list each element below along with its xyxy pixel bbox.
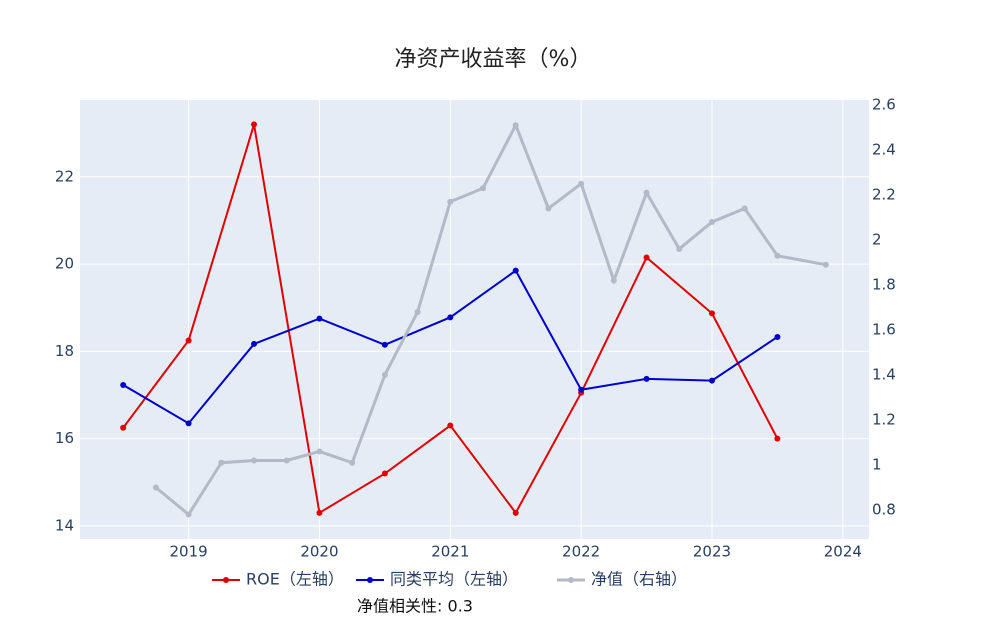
- point: [480, 185, 487, 192]
- point: [120, 424, 127, 431]
- point: [447, 314, 454, 321]
- point: [185, 337, 192, 344]
- legend-label: 净值（右轴）: [591, 570, 687, 589]
- point: [152, 484, 159, 491]
- point: [578, 180, 585, 187]
- point: [676, 245, 683, 252]
- legend-marker: [223, 577, 229, 583]
- point: [316, 315, 323, 322]
- point: [316, 448, 323, 455]
- point: [185, 511, 192, 518]
- y2-tick-label: 1.4: [872, 365, 896, 383]
- point: [708, 218, 715, 225]
- x-tick-label: 2021: [431, 543, 469, 561]
- chart-title: 净资产收益率（%）: [395, 47, 592, 72]
- point: [643, 254, 650, 261]
- y-tick-label: 22: [55, 167, 74, 185]
- point: [316, 509, 323, 516]
- point: [349, 459, 356, 466]
- point: [447, 198, 454, 205]
- point: [610, 277, 617, 284]
- y2-tick-label: 1.8: [872, 275, 896, 293]
- x-tick-label: 2019: [170, 543, 208, 561]
- y2-tick-label: 2.6: [872, 95, 896, 113]
- point: [414, 308, 421, 315]
- legend-marker: [568, 577, 574, 583]
- y-tick-label: 16: [55, 429, 74, 447]
- point: [643, 375, 650, 382]
- point: [774, 252, 781, 259]
- point: [512, 509, 519, 516]
- y2-tick-label: 0.8: [872, 500, 896, 518]
- point: [774, 435, 781, 442]
- y2-tick-label: 1.6: [872, 320, 896, 338]
- point: [251, 457, 258, 464]
- point: [447, 422, 454, 429]
- point: [822, 261, 829, 268]
- y-tick-label: 14: [55, 516, 74, 534]
- point: [643, 189, 650, 196]
- point: [512, 267, 519, 274]
- point: [708, 310, 715, 317]
- point: [381, 371, 388, 378]
- point: [251, 121, 258, 128]
- point: [512, 122, 519, 129]
- y2-tick-label: 2.4: [872, 140, 896, 158]
- y2-tick-label: 2.2: [872, 185, 896, 203]
- annotation: 净值相关性: 0.3: [357, 597, 473, 616]
- y2-tick-label: 2: [872, 230, 882, 248]
- legend-marker: [367, 577, 373, 583]
- point: [120, 381, 127, 388]
- legend-label: 同类平均（左轴）: [390, 570, 518, 589]
- point: [381, 341, 388, 348]
- point: [251, 340, 258, 347]
- x-tick-label: 2020: [300, 543, 338, 561]
- legend-label: ROE（左轴）: [246, 570, 344, 589]
- y-tick-label: 18: [55, 342, 74, 360]
- point: [774, 333, 781, 340]
- point: [185, 420, 192, 427]
- point: [545, 205, 552, 212]
- y-tick-label: 20: [55, 255, 74, 273]
- x-tick-label: 2024: [824, 543, 862, 561]
- point: [381, 470, 388, 477]
- point: [283, 457, 290, 464]
- point: [708, 377, 715, 384]
- y2-tick-label: 1: [872, 455, 882, 473]
- x-tick-label: 2022: [562, 543, 600, 561]
- y2-tick-label: 1.2: [872, 410, 896, 428]
- x-tick-label: 2023: [693, 543, 731, 561]
- plot-area: [80, 100, 869, 539]
- point: [218, 459, 225, 466]
- point: [741, 205, 748, 212]
- point: [578, 386, 585, 393]
